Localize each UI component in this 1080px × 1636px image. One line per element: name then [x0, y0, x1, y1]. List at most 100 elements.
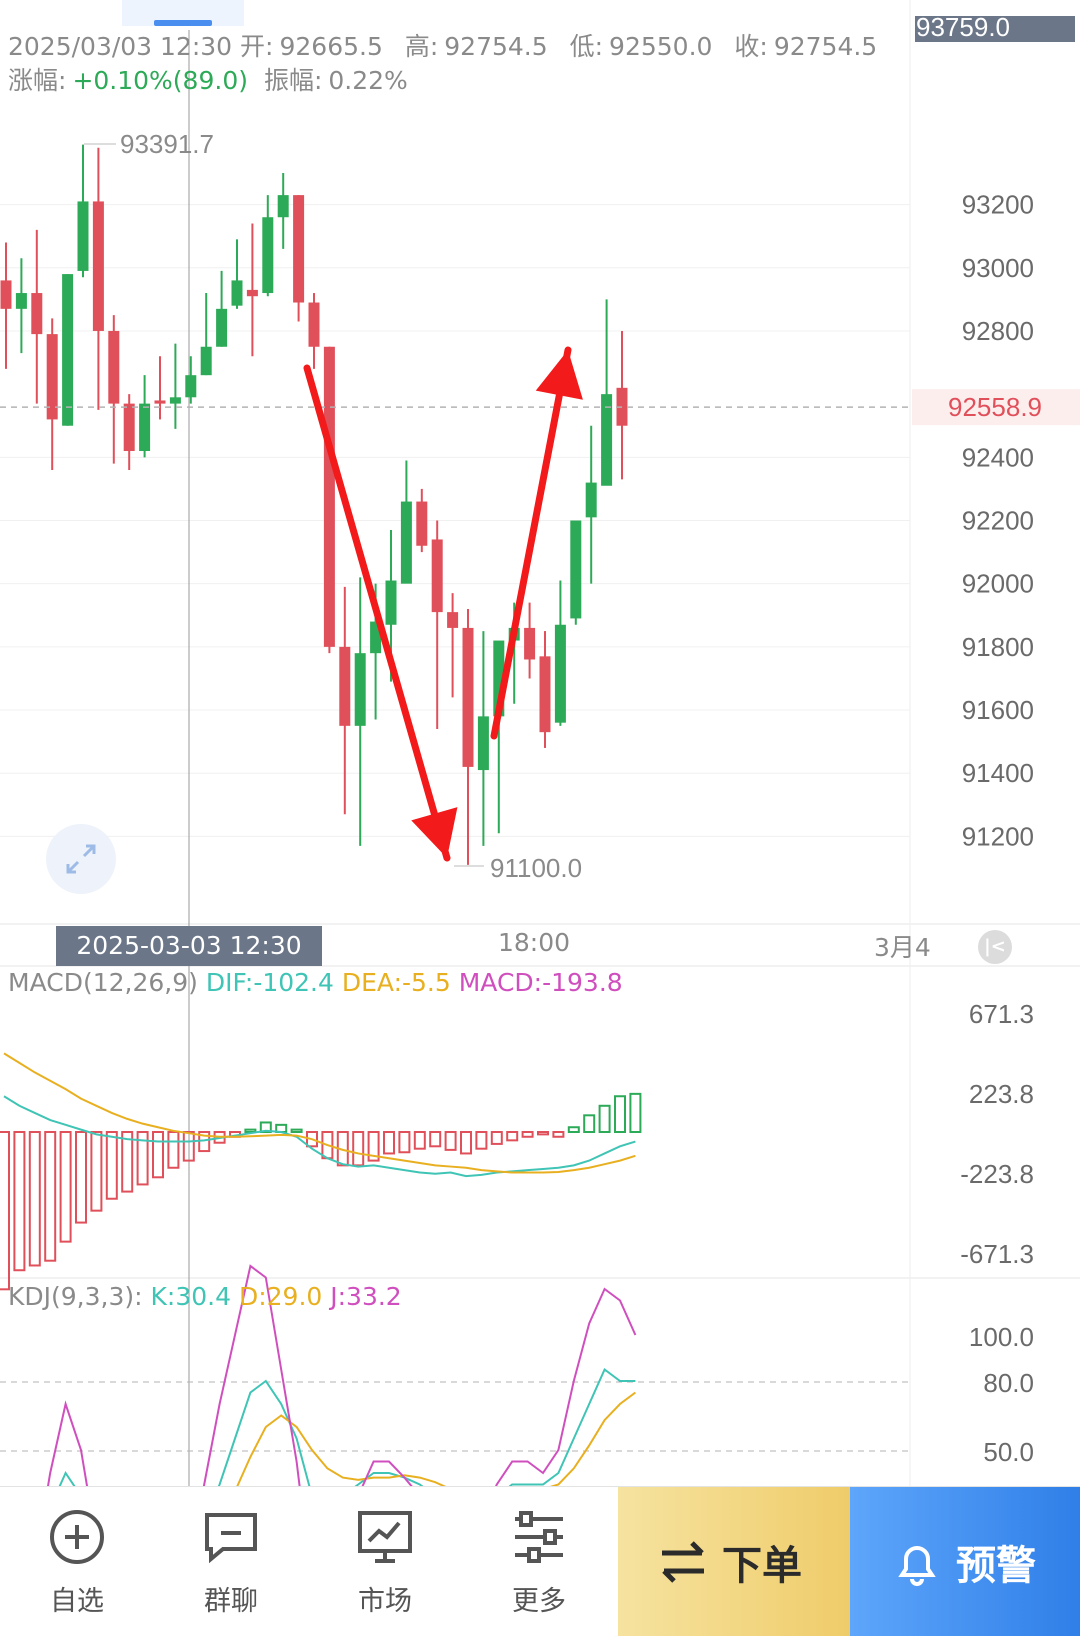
candle-body: [416, 501, 428, 546]
time-tick-end: 3月4: [874, 933, 931, 962]
macd-histogram-bar: [444, 1131, 457, 1151]
bell-icon: [898, 1546, 936, 1586]
candle-body: [31, 293, 43, 335]
kdj-tick-label: 80.0: [983, 1368, 1034, 1398]
macd-histogram-bar: [306, 1131, 318, 1148]
candle-body: [154, 400, 166, 404]
change-label: 涨幅:: [8, 66, 67, 95]
price-tick-label: 91800: [962, 632, 1034, 662]
macd-histogram-bar: [583, 1114, 596, 1133]
price-tick-label: 91200: [962, 821, 1034, 851]
kdj-j-line: [47, 1264, 637, 1486]
candle-body: [493, 640, 505, 717]
macd-value: MACD:-193.8: [458, 968, 623, 997]
max-price-marker: 93391.7: [120, 129, 214, 159]
amplitude-value: 0.22%: [328, 66, 408, 95]
place-order-button[interactable]: 下单: [618, 1487, 850, 1636]
macd-histogram-bar: [44, 1131, 57, 1262]
ohlc-close: 92754.5: [773, 32, 878, 61]
macd-histogram-bar: [352, 1131, 365, 1167]
candlestick-chart[interactable]: 93200 93000 92800 92400 92200 92000 91800 91600…: [0, 0, 1080, 1486]
macd-dif-line: [3, 1095, 636, 1178]
candle-body: [462, 627, 474, 767]
kdj-d-line: [236, 1391, 636, 1486]
macd-histogram-bar: [259, 1121, 272, 1134]
macd-histogram-bar: [567, 1126, 580, 1134]
kdj-legend[interactable]: KDJ(9,3,3): K:30.4 D:29.0 J:33.2: [8, 1282, 402, 1311]
candle-body: [92, 201, 104, 331]
nav-more[interactable]: 更多: [462, 1487, 616, 1636]
kdj-tick-label: 50.0: [983, 1437, 1034, 1467]
candle-body: [585, 482, 597, 518]
macd-dea: DEA:-5.5: [341, 968, 451, 997]
candle-body: [524, 627, 536, 660]
ohlc-low-label: 低:: [569, 32, 604, 61]
macd-dif: DIF:-102.4: [205, 968, 334, 997]
macd-histogram-bar: [121, 1131, 134, 1193]
candle-body: [123, 403, 135, 452]
nav-market[interactable]: 市场: [308, 1487, 462, 1636]
macd-histogram-bar: [90, 1131, 103, 1212]
macd-histogram-bar: [13, 1131, 26, 1272]
period-tab-indicator[interactable]: [122, 0, 244, 26]
jump-back-button[interactable]: |<: [978, 930, 1012, 964]
chart-area[interactable]: 93200 93000 92800 92400 92200 92000 91800 91600…: [0, 0, 1080, 1486]
expand-icon[interactable]: [46, 824, 116, 894]
macd-histogram-bar: [475, 1131, 488, 1150]
change-value: +0.10%(89.0): [72, 66, 248, 95]
kdj-tick-label: 100.0: [969, 1322, 1034, 1352]
candle-body: [15, 293, 27, 309]
candle-body: [108, 330, 120, 404]
candle-body: [354, 653, 366, 726]
candle-body: [339, 646, 351, 726]
ohlc-high: 92754.5: [444, 32, 548, 61]
market-chart-icon: [358, 1511, 412, 1563]
price-tick-label: 91400: [962, 758, 1034, 788]
candle-body: [447, 612, 459, 628]
kdj-d: D:29.0: [238, 1282, 323, 1311]
cursor-time-badge: 2025-03-03 12:30: [56, 926, 322, 966]
macd-tick-label: -671.3: [960, 1239, 1034, 1269]
candle-body: [308, 302, 320, 347]
add-watchlist-icon: [50, 1510, 104, 1564]
macd-title: MACD(12,26,9): [8, 968, 198, 997]
current-price-label: 92558.9: [948, 392, 1042, 422]
macd-histogram-bar: [413, 1131, 426, 1150]
ohlc-close-label: 收:: [734, 32, 768, 61]
ohlc-low: 92550.0: [609, 32, 713, 61]
ohlc-info: 2025/03/03 12:30 开: 92665.5 高: 92754.5 低: 9…: [8, 30, 891, 98]
macd-histogram-bar: [136, 1131, 149, 1186]
nav-group-chat[interactable]: 群聊: [154, 1487, 308, 1636]
macd-histogram-bar: [537, 1131, 549, 1136]
candle-body: [262, 217, 274, 294]
macd-histogram-bar: [75, 1131, 87, 1224]
ohlc-open: 92665.5: [279, 32, 383, 61]
price-tick-label: 92400: [962, 442, 1034, 472]
macd-histogram-bar: [182, 1131, 195, 1162]
price-alert-button[interactable]: 预警: [850, 1487, 1080, 1636]
candle-body: [62, 274, 74, 426]
macd-histogram-bar: [614, 1095, 626, 1133]
macd-histogram-bar: [490, 1131, 503, 1145]
macd-legend[interactable]: MACD(12,26,9) DIF:-102.4 DEA:-5.5 MACD:-…: [8, 968, 623, 997]
macd-histogram-bar: [383, 1131, 395, 1155]
candle-body: [246, 289, 258, 297]
candle-body: [539, 656, 551, 733]
macd-histogram-bar: [59, 1131, 72, 1243]
candle-body: [601, 394, 613, 486]
kdj-k-line: [58, 1367, 636, 1486]
candle-body: [400, 501, 412, 584]
price-tick-label: 93000: [962, 253, 1034, 283]
macd-histogram-bar: [398, 1131, 411, 1154]
macd-histogram-bar: [0, 1131, 10, 1291]
bottom-toolbar: 自选 群聊 市场 更多 下单 预警: [0, 1486, 1080, 1636]
macd-histogram-bar: [28, 1131, 41, 1267]
macd-histogram-bar: [521, 1131, 534, 1138]
price-tick-label: 92800: [962, 316, 1034, 346]
candle-body: [293, 195, 305, 303]
macd-histogram-bar: [367, 1131, 380, 1162]
nav-watchlist[interactable]: 自选: [0, 1487, 154, 1636]
macd-tick-label: -223.8: [960, 1159, 1034, 1189]
candle-body: [216, 308, 228, 347]
macd-histogram-bar: [429, 1131, 442, 1148]
